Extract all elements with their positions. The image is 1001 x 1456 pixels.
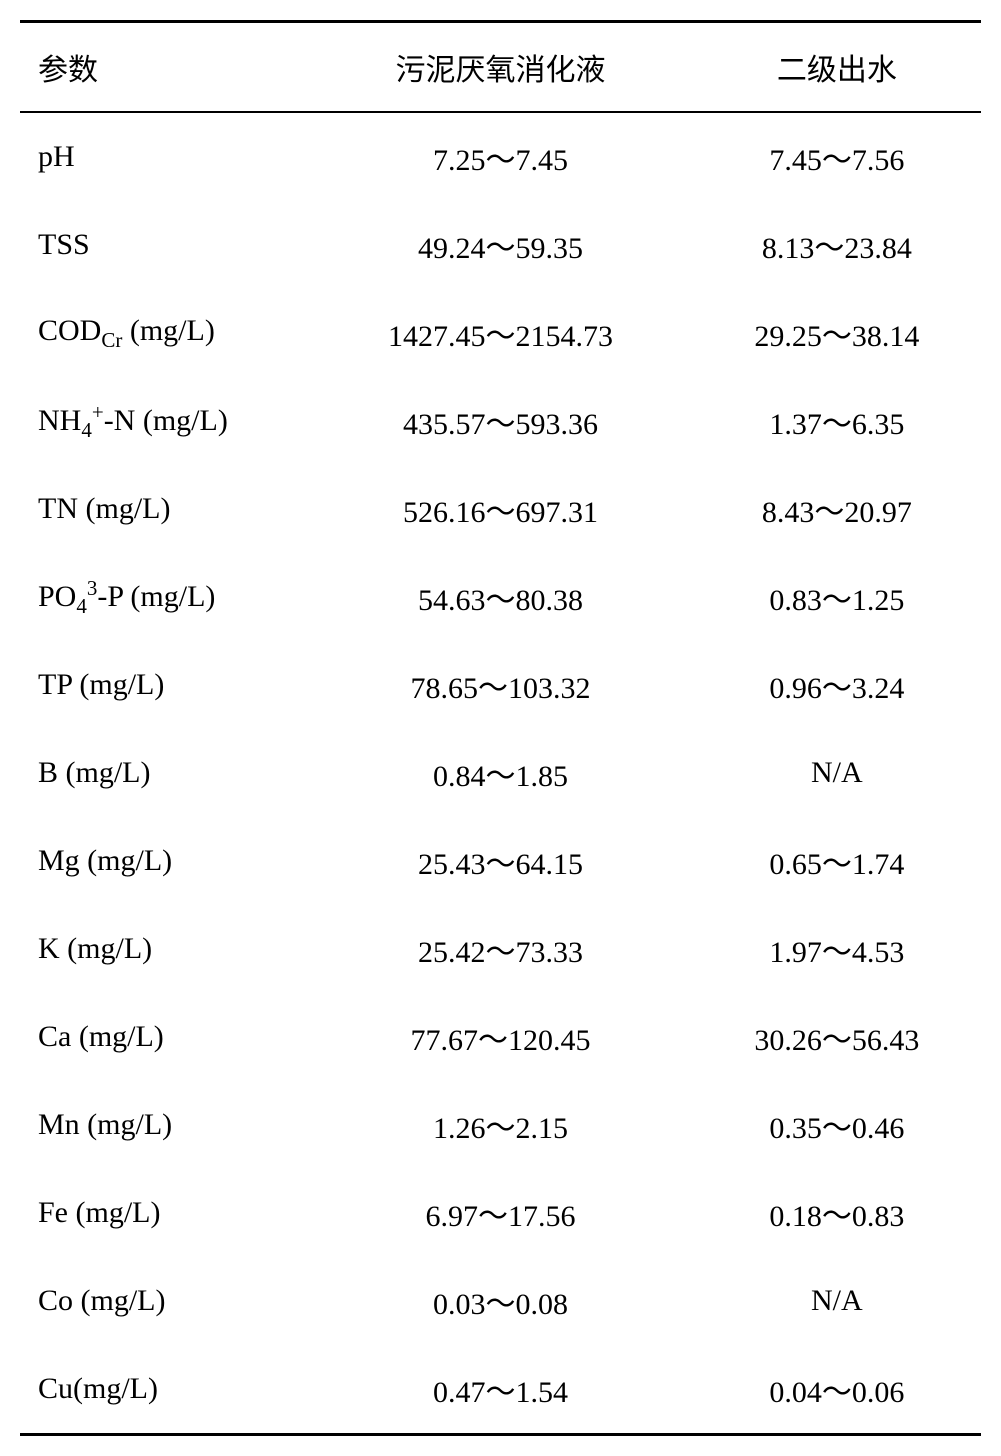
parameter-cell: Mn (mg/L)	[20, 1081, 308, 1169]
sludge-value-cell: 6.97～17.56	[308, 1169, 692, 1257]
parameter-cell: pH	[20, 112, 308, 201]
table-row: TP (mg/L)78.65～103.320.96～3.24	[20, 641, 981, 729]
parameter-cell: TSS	[20, 201, 308, 289]
sludge-value-cell: 49.24～59.35	[308, 201, 692, 289]
effluent-value-cell: N/A	[693, 729, 981, 817]
parameter-cell: CODCr (mg/L)	[20, 289, 308, 377]
sludge-value-cell: 7.25～7.45	[308, 112, 692, 201]
parameter-cell: TN (mg/L)	[20, 465, 308, 553]
table-row: NH4+-N (mg/L)435.57～593.361.37～6.35	[20, 377, 981, 465]
parameter-cell: TP (mg/L)	[20, 641, 308, 729]
table-row: Co (mg/L)0.03～0.08N/A	[20, 1257, 981, 1345]
sludge-value-cell: 526.16～697.31	[308, 465, 692, 553]
water-quality-table: 参数 污泥厌氧消化液 二级出水 pH7.25～7.457.45～7.56TSS4…	[20, 20, 981, 1436]
sludge-value-cell: 0.47～1.54	[308, 1345, 692, 1435]
parameter-cell: Ca (mg/L)	[20, 993, 308, 1081]
parameter-cell: Fe (mg/L)	[20, 1169, 308, 1257]
sludge-value-cell: 1427.45～2154.73	[308, 289, 692, 377]
table-row: Fe (mg/L)6.97～17.560.18～0.83	[20, 1169, 981, 1257]
parameter-cell: B (mg/L)	[20, 729, 308, 817]
table-row: Mg (mg/L)25.43～64.150.65～1.74	[20, 817, 981, 905]
sludge-value-cell: 25.42～73.33	[308, 905, 692, 993]
table-row: K (mg/L)25.42～73.331.97～4.53	[20, 905, 981, 993]
table-body: pH7.25～7.457.45～7.56TSS49.24～59.358.13～2…	[20, 112, 981, 1435]
parameter-cell: PO43-P (mg/L)	[20, 553, 308, 641]
table-header-row: 参数 污泥厌氧消化液 二级出水	[20, 22, 981, 113]
header-secondary-effluent: 二级出水	[693, 22, 981, 113]
parameter-cell: Mg (mg/L)	[20, 817, 308, 905]
sludge-value-cell: 25.43～64.15	[308, 817, 692, 905]
sludge-value-cell: 0.84～1.85	[308, 729, 692, 817]
effluent-value-cell: 0.04～0.06	[693, 1345, 981, 1435]
header-parameter: 参数	[20, 22, 308, 113]
effluent-value-cell: 8.13～23.84	[693, 201, 981, 289]
parameter-cell: K (mg/L)	[20, 905, 308, 993]
effluent-value-cell: 30.26～56.43	[693, 993, 981, 1081]
effluent-value-cell: 0.65～1.74	[693, 817, 981, 905]
sludge-value-cell: 0.03～0.08	[308, 1257, 692, 1345]
table-row: Mn (mg/L)1.26～2.150.35～0.46	[20, 1081, 981, 1169]
table-row: B (mg/L)0.84～1.85N/A	[20, 729, 981, 817]
table-row: PO43-P (mg/L)54.63～80.380.83～1.25	[20, 553, 981, 641]
table-row: Cu(mg/L)0.47～1.540.04～0.06	[20, 1345, 981, 1435]
table-row: TN (mg/L)526.16～697.318.43～20.97	[20, 465, 981, 553]
effluent-value-cell: 1.37～6.35	[693, 377, 981, 465]
effluent-value-cell: 0.83～1.25	[693, 553, 981, 641]
effluent-value-cell: 0.18～0.83	[693, 1169, 981, 1257]
effluent-value-cell: 8.43～20.97	[693, 465, 981, 553]
header-sludge-digestion-liquid: 污泥厌氧消化液	[308, 22, 692, 113]
table-row: pH7.25～7.457.45～7.56	[20, 112, 981, 201]
sludge-value-cell: 435.57～593.36	[308, 377, 692, 465]
sludge-value-cell: 54.63～80.38	[308, 553, 692, 641]
parameter-cell: Cu(mg/L)	[20, 1345, 308, 1435]
sludge-value-cell: 77.67～120.45	[308, 993, 692, 1081]
parameter-cell: Co (mg/L)	[20, 1257, 308, 1345]
effluent-value-cell: N/A	[693, 1257, 981, 1345]
effluent-value-cell: 0.96～3.24	[693, 641, 981, 729]
parameter-cell: NH4+-N (mg/L)	[20, 377, 308, 465]
effluent-value-cell: 29.25～38.14	[693, 289, 981, 377]
sludge-value-cell: 78.65～103.32	[308, 641, 692, 729]
sludge-value-cell: 1.26～2.15	[308, 1081, 692, 1169]
effluent-value-cell: 1.97～4.53	[693, 905, 981, 993]
table-row: Ca (mg/L)77.67～120.4530.26～56.43	[20, 993, 981, 1081]
effluent-value-cell: 7.45～7.56	[693, 112, 981, 201]
table-row: TSS49.24～59.358.13～23.84	[20, 201, 981, 289]
table-row: CODCr (mg/L)1427.45～2154.7329.25～38.14	[20, 289, 981, 377]
effluent-value-cell: 0.35～0.46	[693, 1081, 981, 1169]
